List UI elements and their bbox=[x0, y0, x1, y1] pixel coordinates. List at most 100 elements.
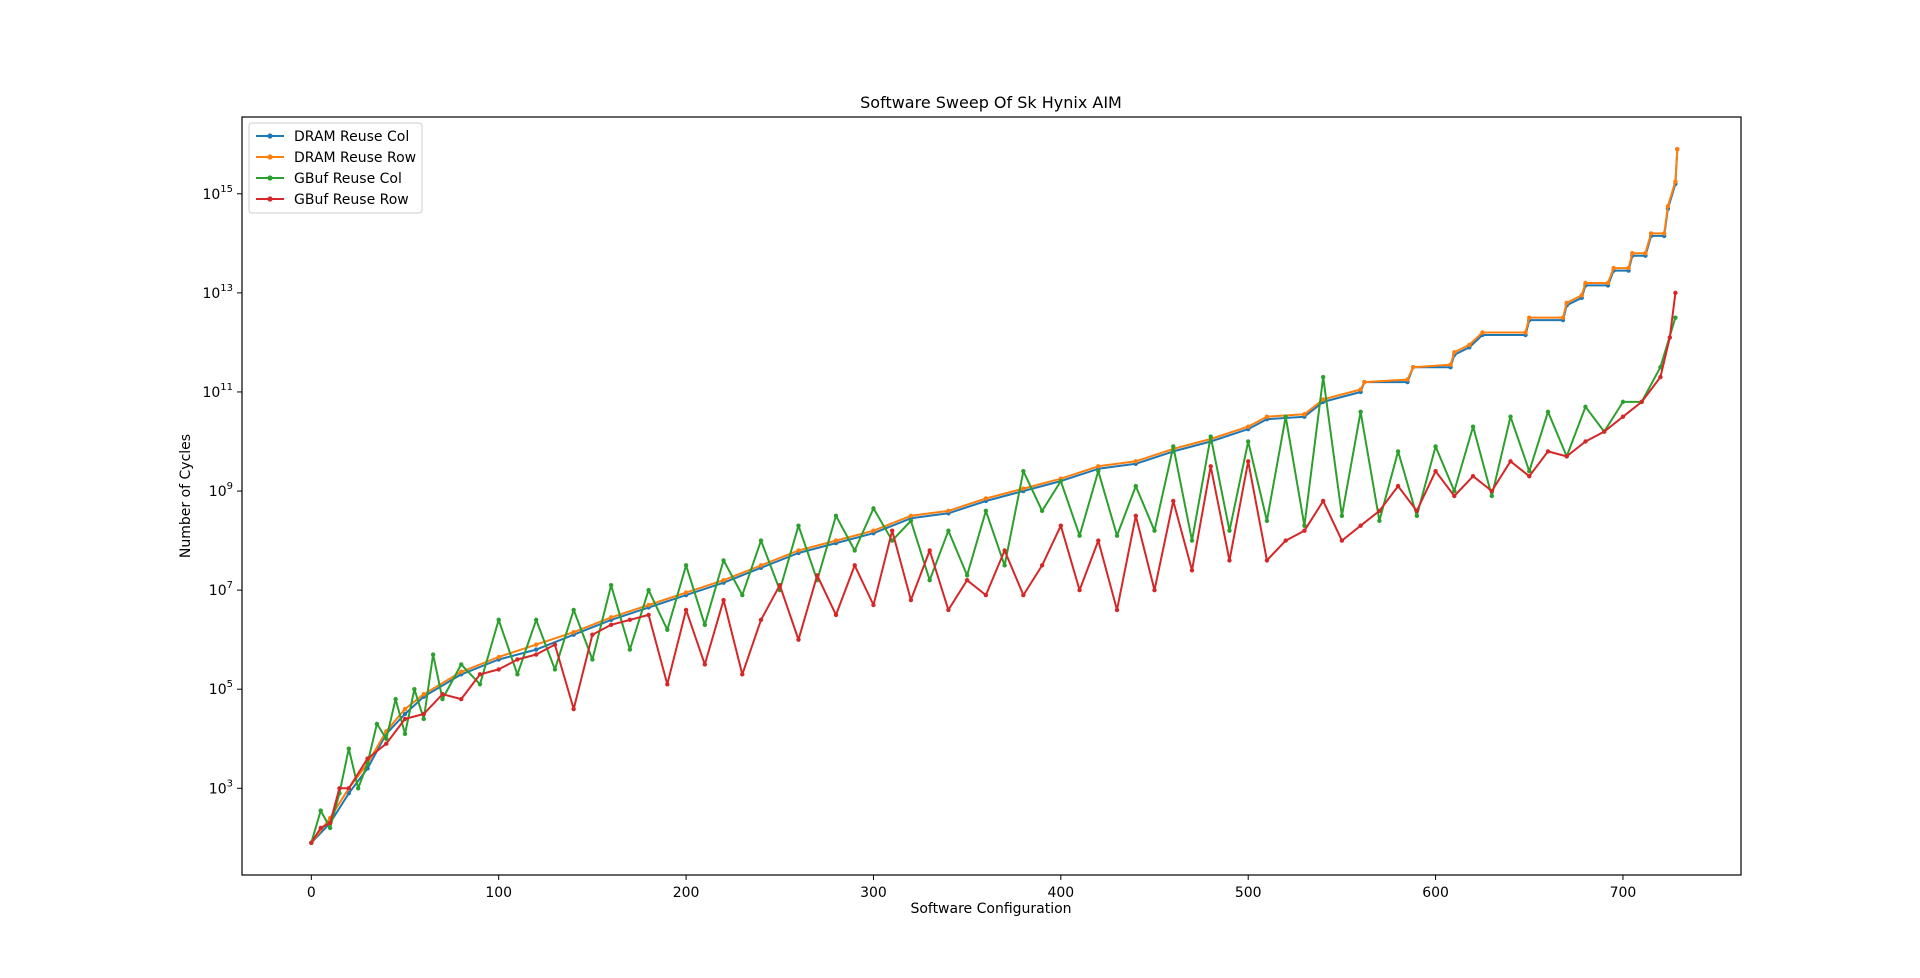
legend-marker bbox=[267, 154, 273, 160]
data-point-gbuf-reuse-row bbox=[402, 716, 408, 722]
x-tick-label: 700 bbox=[1610, 885, 1637, 901]
x-axis: 0 100 200 300 400 500 600 700 bbox=[307, 875, 1636, 901]
data-point-dram-reuse-row bbox=[533, 642, 539, 647]
data-point-gbuf-reuse-col bbox=[496, 617, 501, 623]
data-point-gbuf-reuse-row bbox=[327, 820, 333, 826]
data-point-gbuf-reuse-row bbox=[608, 622, 614, 628]
data-point-gbuf-reuse-col bbox=[440, 696, 445, 702]
data-point-gbuf-reuse-col bbox=[1358, 409, 1363, 414]
x-tick-label: 600 bbox=[1422, 885, 1449, 901]
data-point-gbuf-reuse-col bbox=[1264, 518, 1270, 523]
data-point-gbuf-reuse-col bbox=[665, 627, 670, 632]
legend-box bbox=[248, 122, 423, 214]
data-point-gbuf-reuse-col bbox=[402, 731, 408, 737]
data-point-gbuf-reuse-row bbox=[1667, 335, 1672, 340]
data-point-gbuf-reuse-col bbox=[1171, 444, 1176, 449]
data-point-gbuf-reuse-row bbox=[1246, 459, 1251, 464]
data-point-dram-reuse-row bbox=[758, 563, 764, 568]
data-point-gbuf-reuse-col bbox=[889, 538, 895, 543]
data-point-gbuf-reuse-row bbox=[1395, 483, 1401, 489]
y-tick-base: 10 bbox=[209, 583, 227, 599]
data-point-gbuf-reuse-col bbox=[459, 662, 464, 667]
data-point-dram-reuse-row bbox=[1527, 315, 1532, 320]
data-point-dram-reuse-row bbox=[1626, 265, 1631, 271]
data-point-dram-reuse-row bbox=[1673, 179, 1678, 184]
data-point-gbuf-reuse-row bbox=[1452, 493, 1457, 499]
data-point-gbuf-reuse-col bbox=[384, 736, 389, 741]
y-tick-exponent: 3 bbox=[227, 778, 233, 789]
data-point-dram-reuse-row bbox=[646, 602, 651, 608]
data-point-gbuf-reuse-row bbox=[646, 612, 651, 618]
y-tick-exponent: 15 bbox=[220, 184, 233, 195]
y-tick-label: 109 bbox=[209, 481, 233, 500]
data-point-gbuf-reuse-col bbox=[374, 721, 380, 727]
data-point-gbuf-reuse-col bbox=[983, 508, 989, 514]
data-point-gbuf-reuse-row bbox=[702, 662, 708, 667]
data-point-dram-reuse-row bbox=[1264, 414, 1270, 419]
data-point-gbuf-reuse-col bbox=[1452, 488, 1457, 494]
data-point-gbuf-reuse-row bbox=[1189, 568, 1195, 573]
data-point-gbuf-reuse-col bbox=[1096, 469, 1101, 474]
data-point-gbuf-reuse-row bbox=[1433, 469, 1438, 474]
data-point-dram-reuse-row bbox=[796, 548, 801, 553]
data-point-gbuf-reuse-row bbox=[1583, 439, 1588, 444]
data-point-dram-reuse-row bbox=[946, 508, 951, 514]
data-point-dram-reuse-row bbox=[402, 706, 408, 712]
legend-item-dram-reuse-row: DRAM Reuse Row bbox=[256, 150, 416, 166]
data-point-dram-reuse-row bbox=[1579, 293, 1584, 298]
x-tick-label: 500 bbox=[1235, 885, 1262, 901]
data-point-gbuf-reuse-col bbox=[1133, 483, 1138, 489]
data-point-gbuf-reuse-row bbox=[1564, 454, 1569, 459]
data-point-dram-reuse-row bbox=[459, 669, 464, 675]
data-point-gbuf-reuse-row bbox=[365, 756, 370, 761]
y-tick-base: 10 bbox=[209, 484, 227, 500]
data-point-gbuf-reuse-col bbox=[1414, 513, 1420, 519]
data-point-gbuf-reuse-col bbox=[1283, 414, 1288, 419]
data-point-gbuf-reuse-col bbox=[1002, 563, 1007, 568]
data-point-gbuf-reuse-col bbox=[740, 592, 745, 598]
data-point-gbuf-reuse-row bbox=[1602, 429, 1607, 434]
data-point-dram-reuse-row bbox=[1643, 251, 1648, 256]
data-point-gbuf-reuse-col bbox=[1077, 533, 1082, 538]
data-point-dram-reuse-row bbox=[1630, 251, 1635, 256]
data-point-dram-reuse-row bbox=[1480, 330, 1485, 335]
data-point-gbuf-reuse-row bbox=[533, 652, 539, 657]
data-point-gbuf-reuse-col bbox=[1545, 409, 1551, 414]
data-point-gbuf-reuse-row bbox=[665, 682, 670, 687]
data-point-gbuf-reuse-col bbox=[1320, 374, 1326, 380]
data-point-gbuf-reuse-col bbox=[430, 652, 436, 657]
data-point-dram-reuse-row bbox=[1583, 280, 1588, 286]
y-axis-label: Number of Cycles bbox=[178, 434, 194, 558]
x-tick-label: 100 bbox=[485, 885, 512, 901]
data-point-gbuf-reuse-row bbox=[1658, 374, 1663, 380]
data-point-gbuf-reuse-col bbox=[646, 587, 651, 593]
y-tick-label: 1011 bbox=[202, 382, 233, 401]
data-point-gbuf-reuse-col bbox=[1620, 399, 1626, 405]
data-point-gbuf-reuse-row bbox=[1096, 538, 1101, 543]
data-point-gbuf-reuse-row bbox=[1171, 498, 1176, 504]
data-point-dram-reuse-row bbox=[1452, 350, 1457, 355]
data-point-gbuf-reuse-col bbox=[1021, 469, 1026, 474]
legend-marker bbox=[267, 175, 273, 181]
data-point-gbuf-reuse-row bbox=[889, 528, 895, 533]
data-point-dram-reuse-row bbox=[1320, 397, 1326, 402]
data-point-gbuf-reuse-row bbox=[758, 617, 764, 623]
data-point-dram-reuse-row bbox=[908, 513, 914, 519]
data-point-gbuf-reuse-row bbox=[590, 632, 595, 637]
data-point-dram-reuse-row bbox=[421, 691, 426, 697]
data-point-gbuf-reuse-row bbox=[852, 563, 857, 568]
data-point-gbuf-reuse-col bbox=[1114, 533, 1120, 538]
data-point-gbuf-reuse-row bbox=[384, 741, 389, 746]
data-point-gbuf-reuse-row bbox=[1077, 587, 1082, 593]
data-point-dram-reuse-row bbox=[1358, 387, 1363, 392]
series-layer bbox=[309, 147, 1680, 845]
x-tick-label: 0 bbox=[307, 885, 316, 901]
data-point-gbuf-reuse-row bbox=[1673, 290, 1678, 296]
data-point-gbuf-reuse-row bbox=[1283, 538, 1288, 543]
data-point-gbuf-reuse-col bbox=[1673, 315, 1678, 320]
data-point-gbuf-reuse-col bbox=[412, 687, 417, 692]
data-point-dram-reuse-row bbox=[1096, 464, 1101, 469]
legend-item-gbuf-reuse-col: GBuf Reuse Col bbox=[256, 171, 402, 187]
x-axis-label: Software Configuration bbox=[910, 901, 1071, 917]
